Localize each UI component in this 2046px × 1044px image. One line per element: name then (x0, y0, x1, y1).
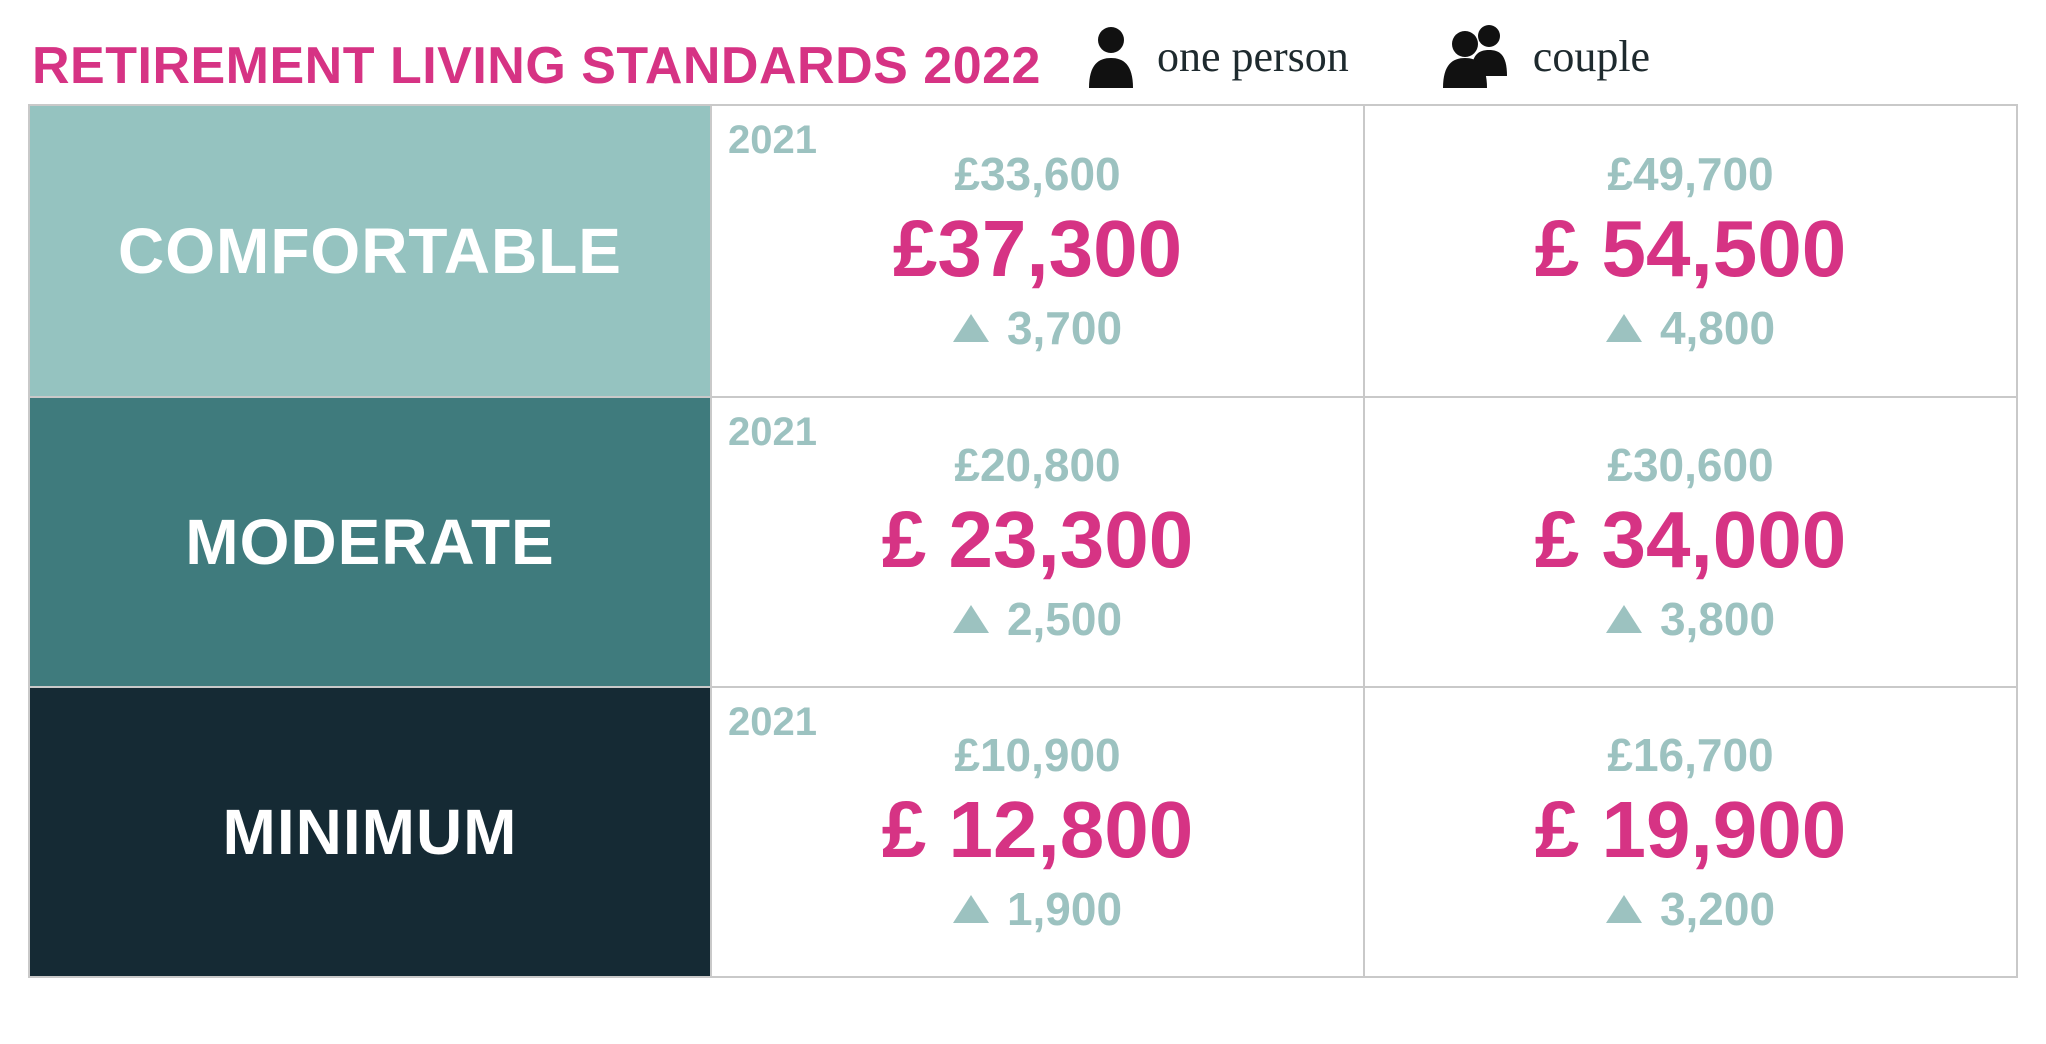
delta-value: 3,200 (1660, 882, 1775, 936)
person-icon (1081, 24, 1141, 88)
delta: 3,700 (953, 301, 1122, 355)
current-amount: £ 12,800 (882, 790, 1193, 870)
current-amount: £37,300 (893, 209, 1182, 289)
cell-couple: £30,600 £ 34,000 3,800 (1363, 398, 2016, 686)
standards-table: COMFORTABLE 2021 £33,600 £37,300 3,700 £… (28, 104, 2018, 978)
up-triangle-icon (953, 895, 989, 923)
delta: 3,800 (1606, 592, 1775, 646)
category-label: MODERATE (30, 398, 710, 686)
cell-single: 2021 £33,600 £37,300 3,700 (710, 106, 1363, 396)
people-icon (1439, 24, 1517, 88)
legend: one person couple (1081, 24, 2018, 92)
delta: 4,800 (1606, 301, 1775, 355)
current-amount: £ 23,300 (882, 500, 1193, 580)
page-title: RETIREMENT LIVING STANDARDS 2022 (32, 40, 1041, 92)
table-row: MINIMUM 2021 £10,900 £ 12,800 1,900 £16,… (30, 686, 2016, 976)
prev-amount: £30,600 (1607, 438, 1773, 492)
table-row: MODERATE 2021 £20,800 £ 23,300 2,500 £30… (30, 396, 2016, 686)
delta-value: 4,800 (1660, 301, 1775, 355)
legend-couple-label: couple (1533, 31, 1650, 82)
delta-value: 2,500 (1007, 592, 1122, 646)
year-label: 2021 (728, 118, 817, 163)
cell-single: 2021 £10,900 £ 12,800 1,900 (710, 688, 1363, 976)
category-label: COMFORTABLE (30, 106, 710, 396)
delta: 2,500 (953, 592, 1122, 646)
prev-amount: £49,700 (1607, 147, 1773, 201)
header: RETIREMENT LIVING STANDARDS 2022 one per… (28, 24, 2018, 92)
prev-amount: £16,700 (1607, 728, 1773, 782)
cell-couple: £16,700 £ 19,900 3,200 (1363, 688, 2016, 976)
year-label: 2021 (728, 700, 817, 745)
current-amount: £ 34,000 (1535, 500, 1846, 580)
up-triangle-icon (953, 314, 989, 342)
current-amount: £ 54,500 (1535, 209, 1846, 289)
cell-couple: £49,700 £ 54,500 4,800 (1363, 106, 2016, 396)
delta-value: 3,800 (1660, 592, 1775, 646)
category-label: MINIMUM (30, 688, 710, 976)
prev-amount: £33,600 (954, 147, 1120, 201)
table-row: COMFORTABLE 2021 £33,600 £37,300 3,700 £… (30, 106, 2016, 396)
up-triangle-icon (953, 605, 989, 633)
up-triangle-icon (1606, 895, 1642, 923)
delta: 3,200 (1606, 882, 1775, 936)
delta-value: 3,700 (1007, 301, 1122, 355)
prev-amount: £10,900 (954, 728, 1120, 782)
up-triangle-icon (1606, 605, 1642, 633)
delta-value: 1,900 (1007, 882, 1122, 936)
legend-single-label: one person (1157, 31, 1349, 82)
delta: 1,900 (953, 882, 1122, 936)
prev-amount: £20,800 (954, 438, 1120, 492)
current-amount: £ 19,900 (1535, 790, 1846, 870)
up-triangle-icon (1606, 314, 1642, 342)
cell-single: 2021 £20,800 £ 23,300 2,500 (710, 398, 1363, 686)
legend-couple: couple (1439, 24, 1650, 88)
legend-single: one person (1081, 24, 1349, 88)
year-label: 2021 (728, 410, 817, 455)
